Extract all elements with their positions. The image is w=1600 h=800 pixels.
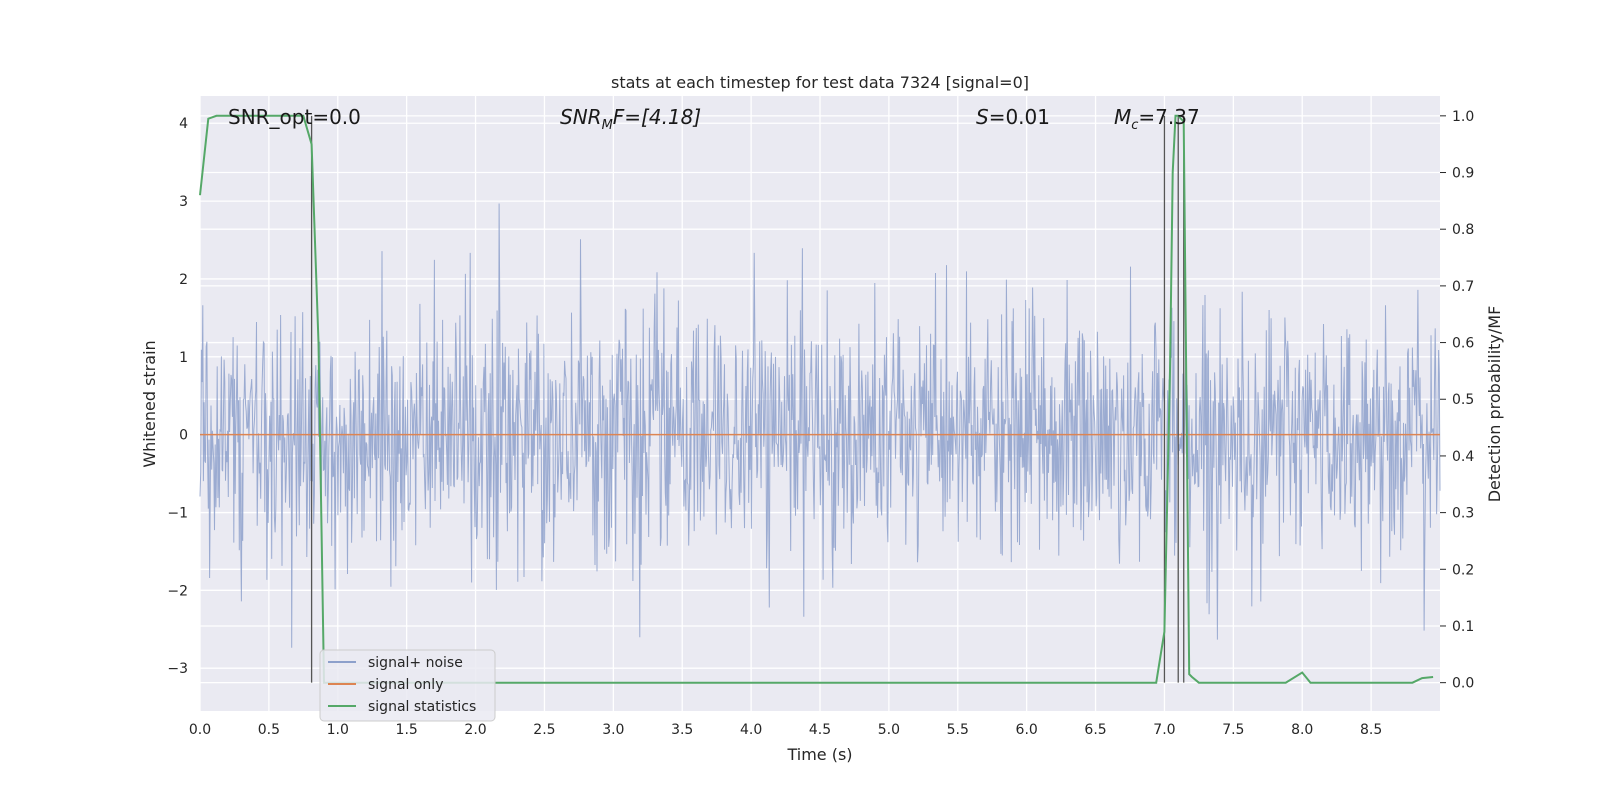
legend-label-signal-only: signal only — [368, 677, 443, 693]
legend: signal+ noise signal only signal statist… — [319, 649, 496, 722]
x-tick-label-17: 8.5 — [1360, 722, 1382, 738]
snr-mf-annotation: SNRMF=[4.18] — [560, 105, 701, 133]
x-tick-label-8: 4.0 — [740, 722, 762, 738]
x-tick-label-4: 2.0 — [464, 722, 486, 738]
right-y-tick-label-3: 0.3 — [1452, 506, 1474, 522]
x-tick-label-7: 3.5 — [671, 722, 693, 738]
chart-title: stats at each timestep for test data 732… — [611, 73, 1029, 92]
right-y-tick-label-1: 0.1 — [1452, 619, 1474, 635]
mc-subscript: c — [1131, 118, 1138, 133]
x-tick-label-16: 8.0 — [1291, 722, 1313, 738]
left-y-tick-label-0: −3 — [167, 661, 188, 677]
right-y-tick-label-9: 0.9 — [1452, 166, 1474, 182]
x-tick-label-0: 0.0 — [189, 722, 211, 738]
right-y-axis-ticks: 0.0 0.1 0.2 0.3 0.4 0.5 0.6 0.7 0.8 0.9 1.0 — [1440, 109, 1474, 692]
right-y-tick-label-0: 0.0 — [1452, 676, 1474, 692]
right-y-tick-label-2: 0.2 — [1452, 562, 1474, 578]
x-tick-label-11: 5.5 — [947, 722, 969, 738]
x-tick-label-10: 5.0 — [878, 722, 900, 738]
right-y-tick-label-10: 1.0 — [1452, 109, 1474, 125]
x-tick-label-1: 0.5 — [258, 722, 280, 738]
x-tick-label-2: 1.0 — [327, 722, 349, 738]
x-tick-label-14: 7.0 — [1153, 722, 1175, 738]
signal-statistics-line — [199, 114, 1434, 684]
x-tick-label-3: 1.5 — [396, 722, 418, 738]
left-y-axis-label: Whitened strain — [140, 340, 159, 467]
left-y-tick-label-4: 1 — [179, 350, 188, 366]
x-tick-label-13: 6.5 — [1084, 722, 1106, 738]
snr-mf-base: SNR — [560, 105, 602, 129]
x-axis-label: Time (s) — [786, 745, 852, 764]
legend-label-signal-statistics: signal statistics — [368, 699, 476, 715]
right-y-tick-label-4: 0.4 — [1452, 449, 1474, 465]
mc-value: =7.37 — [1138, 105, 1199, 129]
x-tick-label-15: 7.5 — [1222, 722, 1244, 738]
s-annotation: S=0.01 — [976, 105, 1050, 129]
x-tick-label-5: 2.5 — [533, 722, 555, 738]
left-y-tick-label-5: 2 — [179, 272, 188, 288]
mc-base: M — [1114, 105, 1131, 129]
legend-box — [319, 649, 496, 722]
signal-noise-line — [199, 203, 1441, 648]
snr-mf-value: F=[4.18] — [613, 105, 701, 129]
left-y-tick-label-6: 3 — [179, 194, 188, 210]
left-y-axis-ticks: −3 −2 −1 0 1 2 3 4 — [167, 116, 188, 677]
x-axis-ticks: 0.0 0.5 1.0 1.5 2.0 2.5 3.0 3.5 4.0 4.5 5.0 5.5 6.0 6… — [189, 722, 1382, 738]
s-value: =0.01 — [989, 105, 1050, 129]
right-y-axis-label: Detection probability/MF — [1485, 306, 1504, 503]
left-y-tick-label-2: −1 — [167, 505, 188, 521]
x-tick-label-12: 6.0 — [1016, 722, 1038, 738]
left-y-tick-label-1: −2 — [167, 583, 188, 599]
snr-opt-annotation: SNR_opt=0.0 — [228, 105, 361, 129]
right-y-tick-label-7: 0.7 — [1452, 279, 1474, 295]
snr-mf-subscript: M — [602, 118, 613, 133]
right-y-tick-label-5: 0.5 — [1452, 392, 1474, 408]
statistics-series-layer — [199, 114, 1434, 684]
noise-series-layer — [199, 203, 1441, 648]
x-tick-label-9: 4.5 — [809, 722, 831, 738]
legend-label-signal-noise: signal+ noise — [368, 655, 463, 671]
left-y-tick-label-3: 0 — [179, 428, 188, 444]
mc-annotation: Mc=7.37 — [1114, 105, 1200, 133]
left-y-tick-label-7: 4 — [179, 116, 188, 132]
s-base: S — [976, 105, 989, 129]
x-tick-label-6: 3.0 — [602, 722, 624, 738]
right-y-tick-label-6: 0.6 — [1452, 336, 1474, 352]
right-y-tick-label-8: 0.8 — [1452, 222, 1474, 238]
